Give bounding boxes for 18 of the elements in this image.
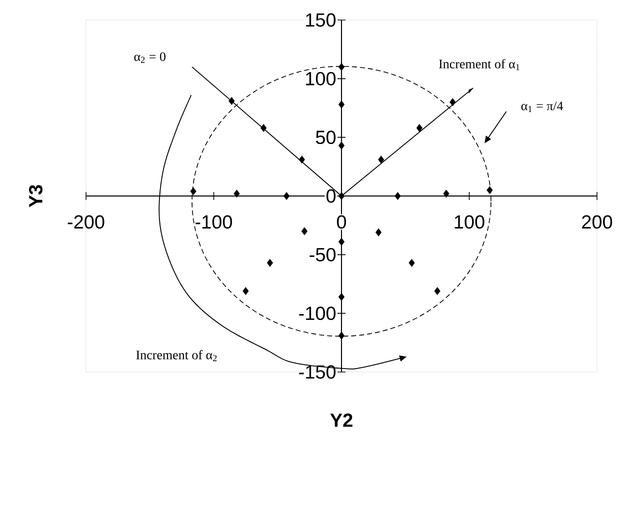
x-tick-label: 100 — [454, 215, 484, 229]
y-tick-label: -50 — [310, 248, 336, 262]
y-tick-label: 0 — [326, 189, 336, 203]
y-axis-title: Y3 — [28, 185, 42, 208]
y-tick-label: 150 — [306, 13, 336, 27]
annotation: Increment of α$_{1}$ — [439, 59, 520, 70]
x-tick-label: 200 — [582, 215, 612, 229]
x-tick-label: -100 — [196, 215, 232, 229]
x-tick-label: 0 — [336, 215, 346, 229]
x-tick-label: -200 — [68, 215, 104, 229]
x-axis-title: Y2 — [330, 414, 352, 427]
y-tick-label: 50 — [316, 130, 336, 144]
annotation: Increment of α$_{2}$ — [136, 350, 217, 362]
y-tick-label: -150 — [299, 365, 336, 379]
annotation: α$_{2}$ = 0 — [134, 52, 166, 63]
y-tick-label: -100 — [299, 306, 336, 320]
annotation: α$_{1}$ = π/4 — [521, 102, 564, 112]
y-tick-label: 100 — [306, 72, 336, 86]
